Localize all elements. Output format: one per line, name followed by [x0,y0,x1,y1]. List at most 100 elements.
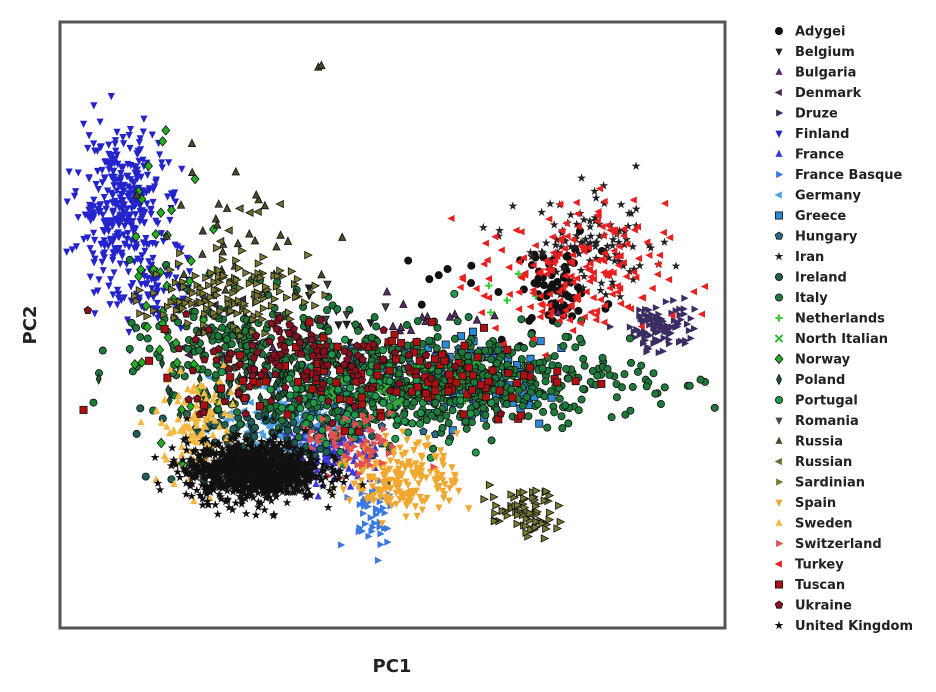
data-point [572,198,580,207]
data-point [541,238,551,247]
data-point [545,199,555,208]
data-point [174,391,183,399]
data-point [594,211,602,219]
data-point [276,437,286,447]
data-point [98,179,107,187]
data-point [616,199,626,209]
data-point [630,268,638,276]
data-point [431,398,440,407]
data-point [232,256,241,265]
data-point [203,500,213,509]
data-point [319,466,329,476]
data-point [549,249,557,257]
data-point [322,440,331,449]
data-point [274,448,284,458]
data-point [241,508,251,518]
data-point [624,208,634,218]
data-point [113,187,121,195]
data-point [425,336,434,345]
legend-item: North Italian [774,332,888,347]
data-point [188,366,198,375]
data-point [171,278,181,287]
data-point [136,135,144,143]
data-point [117,170,125,178]
data-point [555,288,563,296]
data-point [481,346,490,355]
data-point [153,269,162,279]
data-point [155,151,164,159]
data-point [181,433,191,443]
data-point [385,366,394,375]
data-point [300,478,310,488]
data-point [249,364,259,373]
data-point [448,406,457,415]
data-point [513,379,522,388]
data-point [415,480,423,488]
data-point [175,472,185,482]
data-point [171,460,181,469]
data-point [266,496,276,505]
data-point [371,439,379,447]
data-point [107,276,115,284]
data-point [597,379,606,388]
data-point [167,443,177,452]
data-point [291,342,300,351]
data-point [526,303,534,311]
data-point [406,325,416,334]
data-point [580,361,589,370]
data-point [223,494,233,503]
data-point [283,236,293,245]
legend-item: Ukraine [774,599,852,614]
data-point [485,339,494,348]
data-point [691,305,699,313]
data-point [610,256,620,265]
data-point [472,315,482,324]
data-point [462,424,471,433]
data-point [223,442,233,451]
data-point [218,455,228,465]
data-point [159,357,166,370]
data-point [262,377,271,386]
data-point [499,340,507,348]
data-point [109,291,117,299]
data-point [206,466,216,475]
data-point [382,493,391,501]
legend-label: Sweden [795,517,853,532]
data-point [325,485,335,495]
data-point [275,470,285,480]
data-point [497,246,505,254]
data-point [94,287,102,295]
data-point [566,210,576,219]
legend-label: Russian [795,455,852,470]
data-point [480,495,489,504]
data-point [508,393,517,402]
data-point [316,315,325,324]
data-point [440,491,448,499]
data-point [166,394,173,407]
data-point [303,464,313,473]
data-point [629,196,637,204]
data-point [327,490,337,499]
data-point [214,272,224,282]
data-point [359,461,367,469]
data-point [135,285,145,295]
legend-marker [775,518,783,526]
data-point [150,288,159,298]
data-point [547,387,556,396]
data-point [250,479,260,488]
data-point [410,447,418,455]
data-point [424,442,432,450]
data-point [356,524,364,532]
data-point [687,314,695,323]
legend-item: Bulgaria [775,66,856,81]
data-point [72,188,80,196]
legend-item: Denmark [774,86,862,101]
data-point [68,246,76,254]
data-point [248,341,257,350]
data-point [545,215,553,223]
data-point [430,463,438,471]
data-point [118,199,126,208]
data-point [133,150,142,159]
data-point [557,412,566,421]
data-point [396,322,406,331]
